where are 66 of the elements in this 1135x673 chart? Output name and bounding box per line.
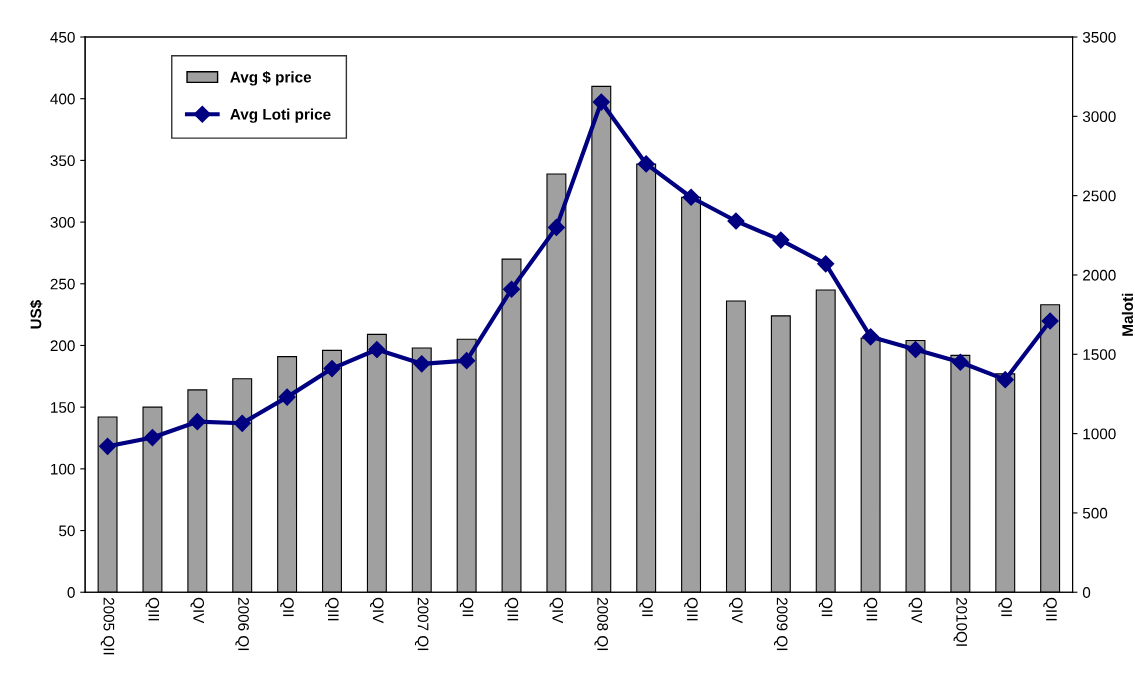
x-tick-label: QIII xyxy=(504,597,519,621)
x-tick-label: QIV xyxy=(908,597,923,624)
y2-tick-label: 1500 xyxy=(1083,349,1116,360)
y-tick-label: 350 xyxy=(50,155,75,167)
point xyxy=(1041,312,1059,330)
x-tick-label: QII xyxy=(280,597,294,617)
point xyxy=(368,340,386,359)
y2-tick-label: 1000 xyxy=(1083,428,1116,440)
x-tick-label: QIII xyxy=(145,597,160,621)
y-tick-label: 300 xyxy=(50,216,75,228)
point xyxy=(143,429,162,447)
y-tick-label: 400 xyxy=(50,93,75,105)
point xyxy=(862,328,880,346)
point xyxy=(458,352,476,370)
point xyxy=(323,360,341,378)
point xyxy=(502,280,521,298)
x-tick-label: QIII xyxy=(684,597,698,621)
point xyxy=(682,188,700,206)
legend-label: Avg $ price xyxy=(230,71,312,86)
y2-tick-label: 500 xyxy=(1082,507,1108,519)
x-tick-label: QII xyxy=(639,597,653,617)
point xyxy=(547,218,565,236)
x-tick-label: QII xyxy=(818,597,833,617)
y-tick-label: 200 xyxy=(50,340,75,352)
x-tick-label: QII xyxy=(459,597,474,617)
point xyxy=(99,437,117,455)
y2-tick-label: 0 xyxy=(1082,587,1091,598)
y2-tick-label: 2500 xyxy=(1083,190,1116,202)
y-axis-title: US$ xyxy=(29,299,43,329)
point xyxy=(637,155,655,173)
x-tick-label: 2009 QI xyxy=(773,597,788,651)
point xyxy=(772,231,790,249)
point xyxy=(906,340,925,359)
point xyxy=(951,353,969,371)
point xyxy=(188,413,206,431)
x-tick-label: QIII xyxy=(325,597,339,621)
point xyxy=(727,212,745,230)
point xyxy=(592,93,610,111)
x-tick-label: 2007 QI xyxy=(414,597,429,651)
y-tick-label: 450 xyxy=(50,31,75,43)
y2-tick-label: 3000 xyxy=(1082,111,1116,123)
x-tick-label: QIV xyxy=(190,597,205,624)
y2-tick-label: 2000 xyxy=(1083,269,1116,281)
x-tick-label: QII xyxy=(998,597,1012,617)
point xyxy=(233,414,251,432)
x-tick-label: QIV xyxy=(729,597,743,624)
y2-axis-title: Maloti xyxy=(1121,293,1134,336)
legend-label: Avg Loti price xyxy=(230,108,331,123)
x-tick-label: QIII xyxy=(863,597,878,621)
y-tick-label: 150 xyxy=(51,402,75,413)
y-tick-label: 250 xyxy=(50,278,75,290)
point xyxy=(413,355,431,373)
y-tick-label: 0 xyxy=(67,587,75,598)
y-tick-label: 100 xyxy=(51,463,75,475)
x-tick-label: 2005 QII xyxy=(100,597,115,655)
y2-tick-label: 3500 xyxy=(1082,31,1116,43)
x-tick-label: QIV xyxy=(549,597,564,624)
x-tick-label: 2006 QI xyxy=(235,597,249,651)
y-tick-label: 50 xyxy=(59,525,75,537)
point xyxy=(996,371,1014,389)
x-tick-label: QIV xyxy=(370,597,384,624)
x-tick-label: QIII xyxy=(1043,597,1057,621)
point xyxy=(817,255,835,273)
x-tick-label: 2010QI xyxy=(953,597,968,646)
x-tick-label: 2008 QI xyxy=(594,597,609,651)
point xyxy=(278,388,296,406)
